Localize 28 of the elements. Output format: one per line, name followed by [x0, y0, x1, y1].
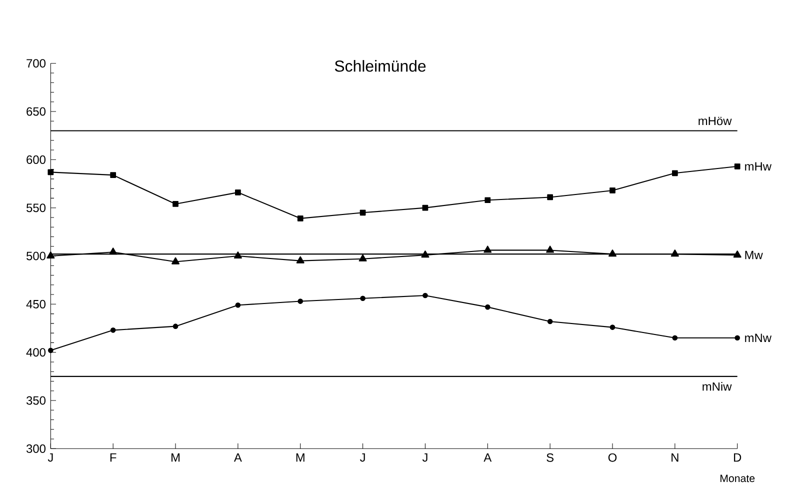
x-tick-label: F: [110, 453, 116, 462]
y-tick-label: 650: [26, 107, 46, 116]
y-tick-label: 500: [26, 252, 46, 260]
ref-line-label: mHöw: [698, 116, 732, 126]
x-tick-label: O: [608, 453, 617, 462]
x-tick-label: D: [734, 453, 742, 462]
x-tick-label: J: [360, 453, 365, 462]
series-label: mHw: [745, 162, 772, 171]
y-tick-label: 300: [26, 444, 46, 453]
x-tick-label: M: [296, 453, 304, 462]
x-tick-label: M: [172, 453, 180, 462]
x-tick-label: J: [422, 453, 428, 462]
ref-line-label: mNiw: [702, 382, 732, 391]
series-label: Mw: [745, 250, 763, 260]
x-axis-title: Monate: [720, 474, 755, 482]
x-tick-label: J: [48, 453, 53, 462]
series-label: mNw: [745, 334, 772, 342]
y-tick-label: 700: [26, 59, 46, 68]
x-tick-label: A: [234, 453, 242, 462]
x-tick-label: A: [484, 453, 492, 462]
x-tick-label: S: [546, 453, 554, 462]
y-tick-label: 350: [26, 396, 46, 405]
x-tick-label: N: [672, 453, 678, 462]
y-tick-label: 400: [26, 348, 46, 357]
y-tick-label: 550: [26, 204, 46, 212]
chart-title: Schleimünde: [334, 60, 426, 72]
y-tick-label: 450: [26, 300, 46, 308]
y-tick-label: 600: [26, 155, 46, 164]
